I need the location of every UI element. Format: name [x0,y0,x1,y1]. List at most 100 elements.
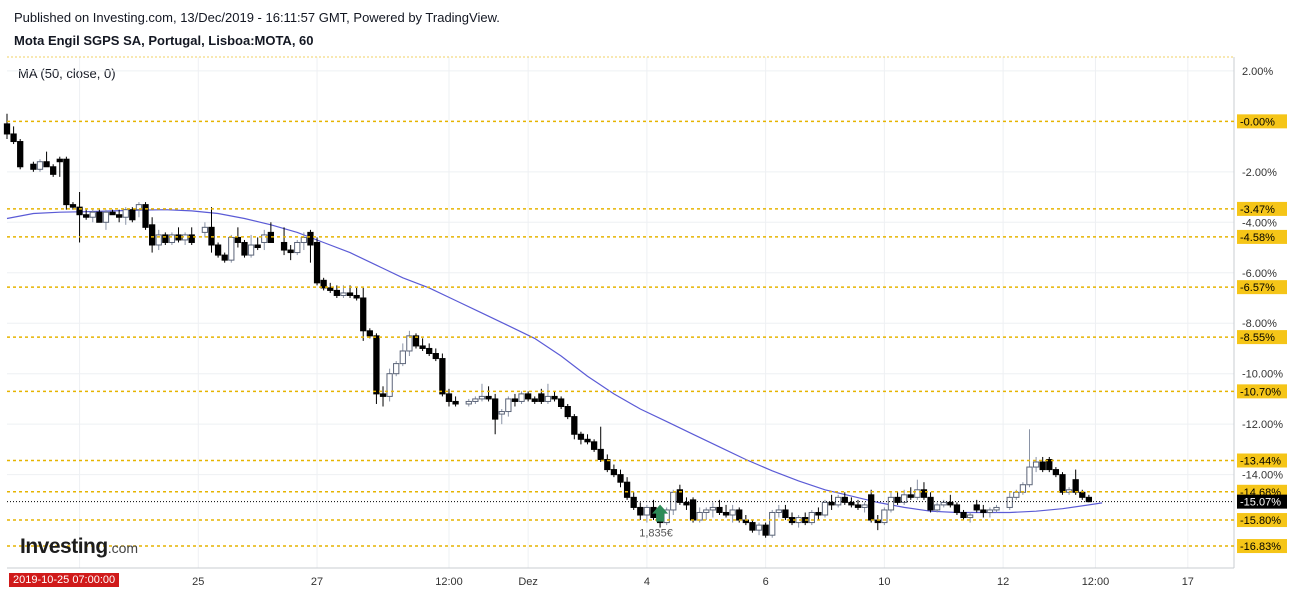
candle-body [914,489,921,498]
candle-body [498,411,505,415]
candle-body [386,373,393,397]
candle-body [122,209,129,218]
y-tick-label: -8.00% [1242,318,1277,330]
candle-body [50,166,57,175]
candle-body [966,514,974,519]
ma-line [6,209,1103,514]
candle-body [307,231,314,246]
candle-body [1046,458,1053,471]
candle-body [557,398,565,407]
candle-body [208,226,215,246]
x-tick-label: 10 [878,576,890,588]
candle-body [419,345,426,349]
candle-body [604,458,611,471]
x-tick-label: 12:00 [1082,576,1110,588]
x-tick-label: 12:00 [435,576,463,588]
candle-body [379,393,387,397]
candle-body [116,214,123,218]
logo-suffix-text: .com [107,540,139,556]
candle-body [1059,474,1066,493]
candle-body [940,501,947,506]
x-tick-label: 25 [192,576,204,588]
candle-body [69,204,77,208]
candle-body [986,509,994,513]
level-label: -8.55% [1240,332,1275,344]
candle-body [360,297,367,332]
candle-body [485,395,492,400]
candle-body [637,506,644,516]
candle-body [254,244,261,249]
candle-body [947,501,954,506]
candle-body [36,161,44,170]
candle-body [3,123,11,135]
candle-body [670,491,677,511]
candle-body [881,509,888,524]
candle-body [393,363,400,375]
candle-body [980,509,987,513]
candle-body [749,522,756,531]
candle-body [109,211,116,216]
candle-body [1026,466,1033,486]
candle-body [993,506,1000,511]
candle-body [478,395,486,400]
candle-body [472,398,479,402]
x-tick-label: 6 [763,576,769,588]
candle-body [722,511,730,516]
candle-body [782,509,789,519]
candle-body [465,400,472,405]
candle-body [505,398,512,413]
candle-body [854,504,862,508]
logo-main-text: Investing [20,535,108,558]
candle-body [927,496,934,511]
candle-body [584,438,591,443]
candle-body [689,499,697,521]
candle-body [518,393,525,402]
candle-body [261,234,268,243]
x-tick-label: 17 [1182,576,1194,588]
candle-body [544,395,552,402]
candle-body [426,347,433,355]
candle-body [135,204,143,211]
candle-body [821,501,829,516]
candle-body [287,249,294,254]
candle-body [406,335,413,352]
ma-layer [6,209,1103,514]
candle-body [96,211,103,223]
y-tick-label: -14.00% [1242,470,1283,482]
candle-body [960,511,967,519]
symbol-title: Mota Engil SGPS SA, Portugal, Lisboa:MOT… [14,33,314,48]
candle-body [531,398,538,402]
candle-body [452,400,459,405]
candle-body [538,393,545,402]
candle-body [346,292,354,296]
candle-body [808,511,815,524]
candle-body [736,509,743,521]
level-label-bg [1237,201,1287,216]
candle-body [643,506,651,516]
candle-body [1013,491,1020,498]
last-price-label: -15.07% [1240,497,1281,509]
candle-body [894,496,901,503]
candle-body [815,511,822,516]
candle-body [1039,461,1046,471]
last-price-label-bg [1237,494,1287,509]
level-label: -16.83% [1240,541,1281,553]
candle-body [861,504,868,508]
candle-body [920,489,928,498]
candle-body [234,236,242,243]
candle-body [841,496,848,503]
candle-body [1006,496,1013,508]
levels-layer: -0.00% -3.47% -4.58% -6.57% -8.55% -10.70% -13… [7,114,1287,554]
candle-body [1079,491,1086,498]
candle-body [577,433,585,440]
candle-body [439,358,446,395]
candle-body [76,206,83,216]
y-tick-label: -12.00% [1242,419,1283,431]
candle-body [597,448,604,460]
candle-body [221,254,228,261]
candle-body [887,496,895,511]
candle-body [353,294,360,299]
candle-body [129,209,136,221]
annotation-label: 1,835€ [639,528,673,540]
